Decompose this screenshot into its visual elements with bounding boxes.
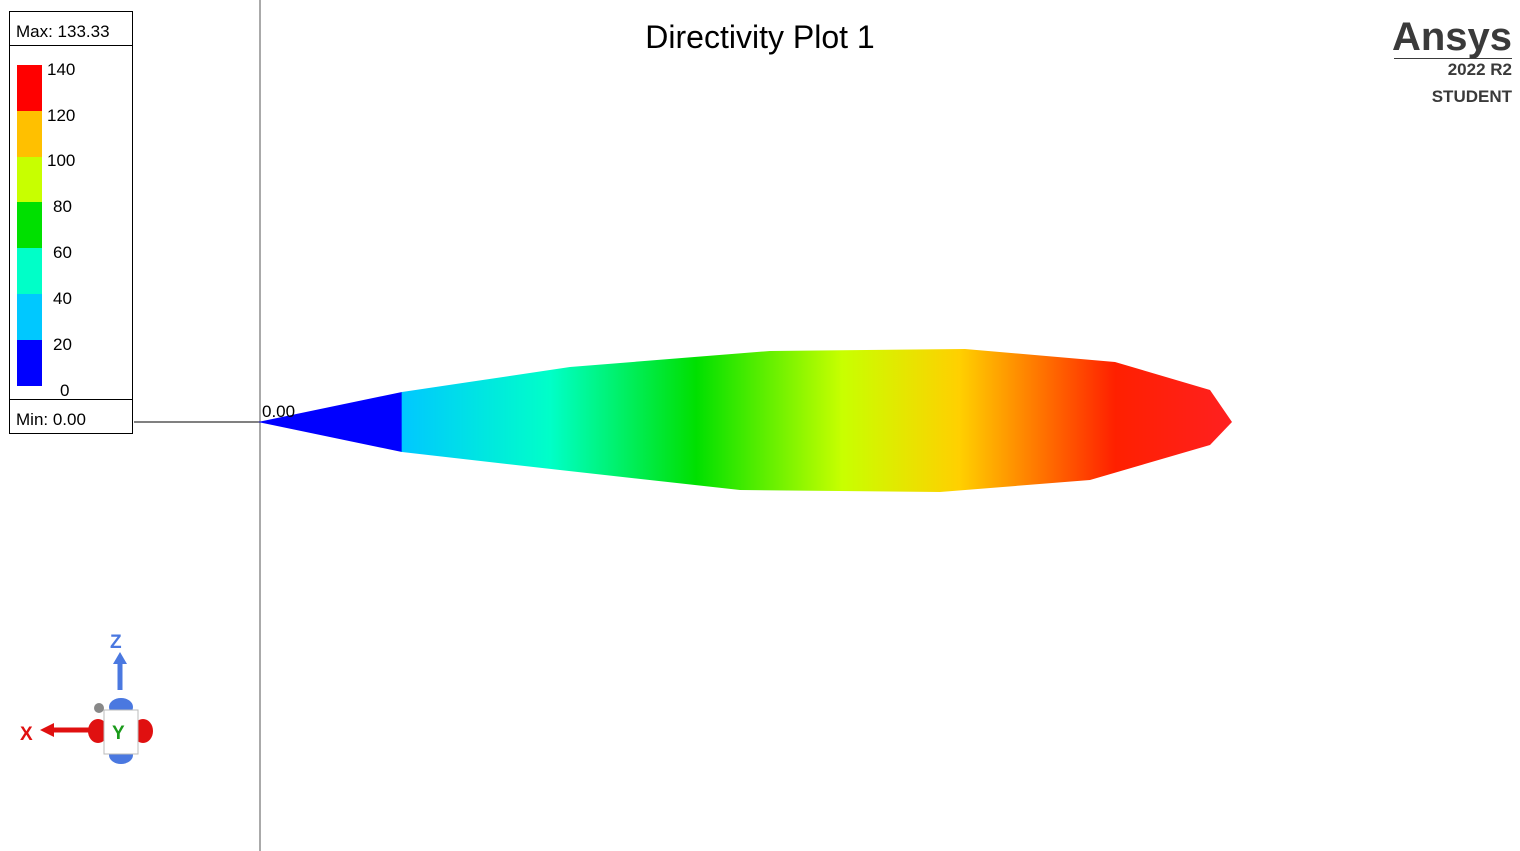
legend-band-3 <box>17 202 42 249</box>
orientation-triad[interactable] <box>40 652 153 764</box>
brand-release: 2022 R2 <box>1394 58 1512 81</box>
origin-label: 0.00 <box>262 402 295 421</box>
legend-color-bar <box>17 65 42 386</box>
legend-tick-7: 0 <box>60 381 70 400</box>
legend-tick-4: 60 <box>53 243 72 262</box>
legend-band-5 <box>17 293 42 340</box>
legend-tick-2: 100 <box>47 151 76 170</box>
legend-max: Max: 133.33 <box>10 12 132 46</box>
legend-tick-6: 20 <box>53 335 72 354</box>
color-legend: Max: 133.33 140 120 100 80 60 40 20 0 Mi… <box>9 11 133 434</box>
legend-band-4 <box>17 248 42 294</box>
legend-tick-5: 40 <box>53 289 72 308</box>
directivity-lobe <box>258 349 1232 492</box>
z-arrow-head <box>113 652 127 664</box>
legend-min: Min: 0.00 <box>10 399 132 433</box>
legend-band-6 <box>17 339 42 386</box>
iso-view-dot <box>94 703 104 713</box>
brand-edition: STUDENT <box>1431 87 1512 106</box>
legend-band-1 <box>17 110 42 157</box>
ansys-logo: Ansys 2022 R2 STUDENT <box>1392 16 1512 107</box>
x-arrow-head <box>40 723 54 737</box>
plot-title: Directivity Plot 1 <box>645 19 875 55</box>
legend-tick-0: 140 <box>47 60 76 79</box>
z-axis-label: Z <box>110 632 122 653</box>
y-axis-cube <box>103 709 139 755</box>
legend-tick-3: 80 <box>53 197 72 216</box>
legend-tick-1: 120 <box>47 106 76 125</box>
y-axis-label: Y <box>112 723 125 744</box>
x-axis-label: X <box>20 724 33 745</box>
legend-band-0 <box>17 65 42 111</box>
legend-band-2 <box>17 156 42 203</box>
brand-name: Ansys <box>1391 15 1512 59</box>
x-handle-left <box>88 719 108 743</box>
